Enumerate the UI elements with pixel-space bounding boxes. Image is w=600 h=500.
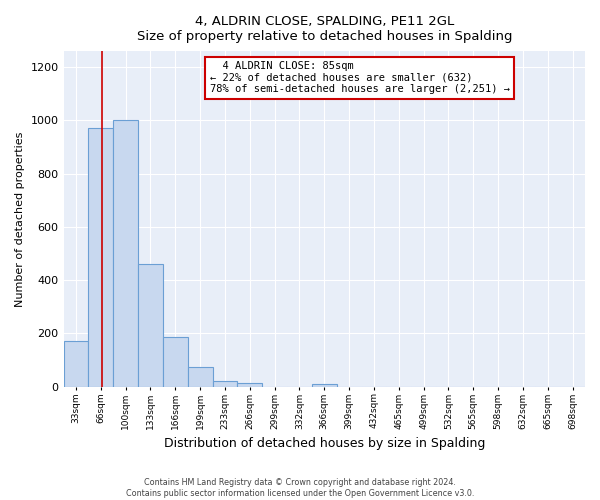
Bar — [138, 264, 163, 386]
Bar — [312, 384, 337, 386]
X-axis label: Distribution of detached houses by size in Spalding: Distribution of detached houses by size … — [164, 437, 485, 450]
Bar — [163, 338, 188, 386]
Bar — [238, 382, 262, 386]
Title: 4, ALDRIN CLOSE, SPALDING, PE11 2GL
Size of property relative to detached houses: 4, ALDRIN CLOSE, SPALDING, PE11 2GL Size… — [137, 15, 512, 43]
Bar — [212, 381, 238, 386]
Y-axis label: Number of detached properties: Number of detached properties — [15, 131, 25, 306]
Bar — [188, 367, 212, 386]
Bar — [64, 342, 88, 386]
Bar — [88, 128, 113, 386]
Bar — [113, 120, 138, 386]
Text: Contains HM Land Registry data © Crown copyright and database right 2024.
Contai: Contains HM Land Registry data © Crown c… — [126, 478, 474, 498]
Text: 4 ALDRIN CLOSE: 85sqm
← 22% of detached houses are smaller (632)
78% of semi-det: 4 ALDRIN CLOSE: 85sqm ← 22% of detached … — [209, 61, 509, 94]
